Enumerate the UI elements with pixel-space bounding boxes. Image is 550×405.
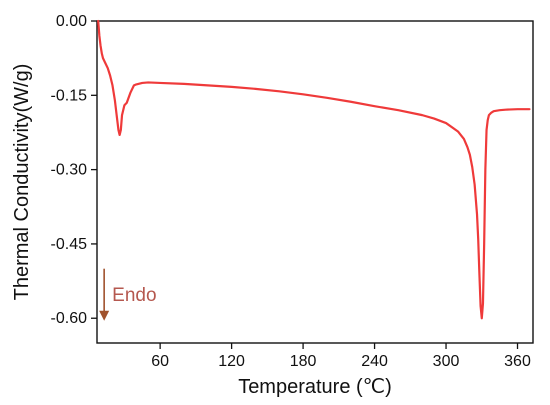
- endo-annotation: Endo: [112, 285, 156, 306]
- y-tick-label: -0.15: [51, 87, 88, 104]
- y-axis-ticks: 0.00 -0.15 -0.30 -0.45 -0.60: [51, 13, 97, 327]
- y-tick-label: -0.30: [51, 162, 88, 179]
- x-tick-label: 240: [361, 353, 388, 370]
- x-tick-label: 300: [433, 353, 460, 370]
- x-axis-title: Temperature (℃): [238, 376, 392, 398]
- x-tick-label: 360: [504, 353, 531, 370]
- series-layer: [97, 19, 531, 320]
- x-tick-label: 180: [290, 353, 317, 370]
- x-axis-ticks: 60 120 180 240 300 360: [151, 343, 531, 370]
- x-tick-label: 120: [218, 353, 245, 370]
- series-line: [97, 19, 531, 320]
- y-tick-label: -0.45: [51, 236, 88, 253]
- x-tick-label: 60: [151, 353, 169, 370]
- plot-frame: [96, 20, 534, 344]
- y-axis-title: Thermal Conductivity(W/g): [11, 64, 33, 301]
- annotation-layer: Endo: [99, 268, 157, 321]
- endo-arrow-head: [99, 310, 110, 321]
- y-tick-label: -0.60: [51, 310, 88, 327]
- y-tick-label: 0.00: [56, 13, 87, 30]
